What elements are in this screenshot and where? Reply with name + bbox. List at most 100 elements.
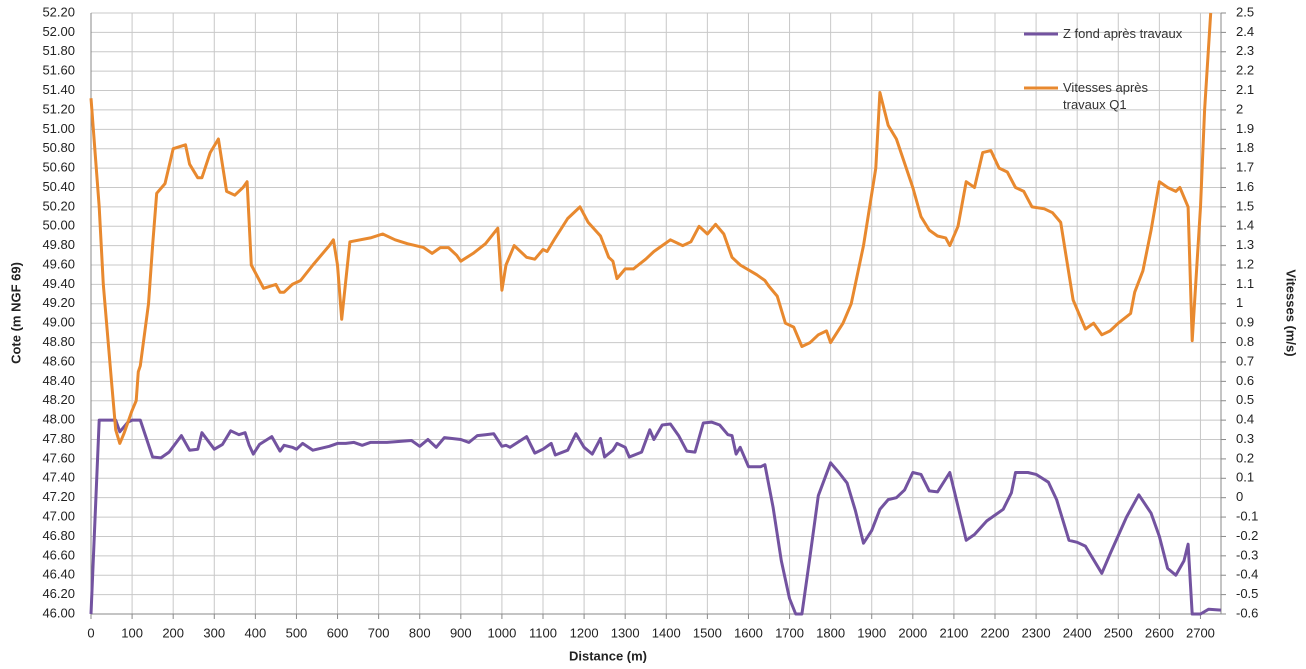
x-tick-label: 1800 (816, 625, 845, 640)
x-tick-label: 700 (368, 625, 390, 640)
y2-tick-label: 1.5 (1236, 198, 1254, 213)
y-tick-label: 50.20 (42, 198, 75, 213)
y-tick-label: 52.20 (42, 4, 75, 19)
y-tick-label: 48.40 (42, 373, 75, 388)
y2-tick-label: 1 (1236, 295, 1243, 310)
y2-tick-label: -0.2 (1236, 528, 1258, 543)
y-tick-label: 49.60 (42, 256, 75, 271)
y2-tick-label: 2.1 (1236, 82, 1254, 97)
legend-label: Z fond après travaux (1063, 26, 1183, 41)
y-tick-label: 51.40 (42, 82, 75, 97)
x-tick-label: 1600 (734, 625, 763, 640)
y2-tick-label: 0.5 (1236, 392, 1254, 407)
x-tick-label: 1400 (652, 625, 681, 640)
y2-tick-label: 0.8 (1236, 334, 1254, 349)
y2-tick-label: -0.3 (1236, 547, 1258, 562)
y-tick-label: 50.00 (42, 218, 75, 233)
y-tick-label: 51.80 (42, 43, 75, 58)
x-tick-label: 2600 (1145, 625, 1174, 640)
legend-label: Vitesses après travaux Q1 (1063, 80, 1149, 112)
y-tick-label: 47.80 (42, 431, 75, 446)
x-tick-label: 1500 (693, 625, 722, 640)
y2-tick-label: -0.1 (1236, 509, 1258, 524)
x-tick-label: 2100 (939, 625, 968, 640)
x-tick-label: 300 (203, 625, 225, 640)
x-tick-label: 2700 (1186, 625, 1215, 640)
y2-tick-label: -0.5 (1236, 586, 1258, 601)
y-tick-label: 46.00 (42, 605, 75, 620)
y2-tick-label: 0.4 (1236, 412, 1254, 427)
y-tick-label: 46.40 (42, 567, 75, 582)
x-tick-label: 900 (450, 625, 472, 640)
y-tick-label: 48.00 (42, 412, 75, 427)
x-tick-label: 2200 (981, 625, 1010, 640)
x-tick-label: 800 (409, 625, 431, 640)
x-tick-label: 1200 (570, 625, 599, 640)
y-tick-label: 47.60 (42, 450, 75, 465)
y2-tick-label: 2 (1236, 101, 1243, 116)
y2-tick-label: 1.9 (1236, 121, 1254, 136)
x-tick-label: 600 (327, 625, 349, 640)
x-tick-label: 500 (286, 625, 308, 640)
y2-tick-label: 1.6 (1236, 179, 1254, 194)
x-tick-label: 2500 (1104, 625, 1133, 640)
y2-tick-label: 2.2 (1236, 63, 1254, 78)
y2-tick-label: 0.6 (1236, 373, 1254, 388)
y-tick-label: 49.80 (42, 237, 75, 252)
x-tick-label: 1700 (775, 625, 804, 640)
y-tick-label: 51.60 (42, 63, 75, 78)
y2-tick-label: -0.6 (1236, 605, 1258, 620)
x-axis-title: Distance (m) (569, 648, 647, 663)
y-tick-label: 51.00 (42, 121, 75, 136)
y-tick-label: 48.60 (42, 353, 75, 368)
y2-tick-label: 2.5 (1236, 4, 1254, 19)
y2-axis-title: Vitesses (m/s) (1284, 269, 1299, 356)
y2-tick-label: 1.3 (1236, 237, 1254, 252)
y-tick-label: 46.20 (42, 586, 75, 601)
x-tick-label: 1900 (857, 625, 886, 640)
y-axis-title: Cote (m NGF 69) (8, 262, 23, 364)
x-tick-label: 1300 (611, 625, 640, 640)
y-tick-label: 49.40 (42, 276, 75, 291)
x-tick-label: 1100 (529, 625, 557, 640)
y-tick-label: 51.20 (42, 101, 75, 116)
y2-tick-label: -0.4 (1236, 567, 1258, 582)
x-tick-label: 0 (87, 625, 94, 640)
y2-tick-label: 0.1 (1236, 470, 1254, 485)
y-tick-label: 48.20 (42, 392, 75, 407)
y2-tick-label: 1.2 (1236, 256, 1254, 271)
y-tick-label: 46.80 (42, 528, 75, 543)
y-tick-label: 50.80 (42, 140, 75, 155)
y2-tick-label: 1.4 (1236, 218, 1254, 233)
y2-tick-label: 1.1 (1236, 276, 1254, 291)
x-tick-label: 2000 (898, 625, 927, 640)
x-tick-label: 200 (162, 625, 184, 640)
y2-tick-label: 2.4 (1236, 24, 1254, 39)
y2-tick-label: 0.7 (1236, 353, 1254, 368)
y-tick-label: 47.20 (42, 489, 75, 504)
x-tick-label: 1000 (487, 625, 516, 640)
y-tick-label: 48.80 (42, 334, 75, 349)
series-line (89, 418, 1222, 616)
x-tick-label: 2300 (1022, 625, 1051, 640)
y-tick-label: 52.00 (42, 24, 75, 39)
y2-tick-label: 0 (1236, 489, 1243, 504)
y-tick-label: 49.20 (42, 295, 75, 310)
x-tick-label: 400 (245, 625, 267, 640)
y-tick-label: 49.00 (42, 315, 75, 330)
y2-tick-label: 2.3 (1236, 43, 1254, 58)
y2-tick-label: 0.9 (1236, 315, 1254, 330)
y2-tick-label: 1.7 (1236, 160, 1254, 175)
y2-tick-label: 0.3 (1236, 431, 1254, 446)
series-line (89, 12, 1213, 445)
y-tick-label: 47.40 (42, 470, 75, 485)
y-tick-label: 46.60 (42, 547, 75, 562)
y2-tick-label: 0.2 (1236, 450, 1254, 465)
x-tick-label: 100 (121, 625, 143, 640)
x-tick-label: 2400 (1063, 625, 1092, 640)
y-tick-label: 50.40 (42, 179, 75, 194)
y-tick-label: 50.60 (42, 160, 75, 175)
y2-tick-label: 1.8 (1236, 140, 1254, 155)
